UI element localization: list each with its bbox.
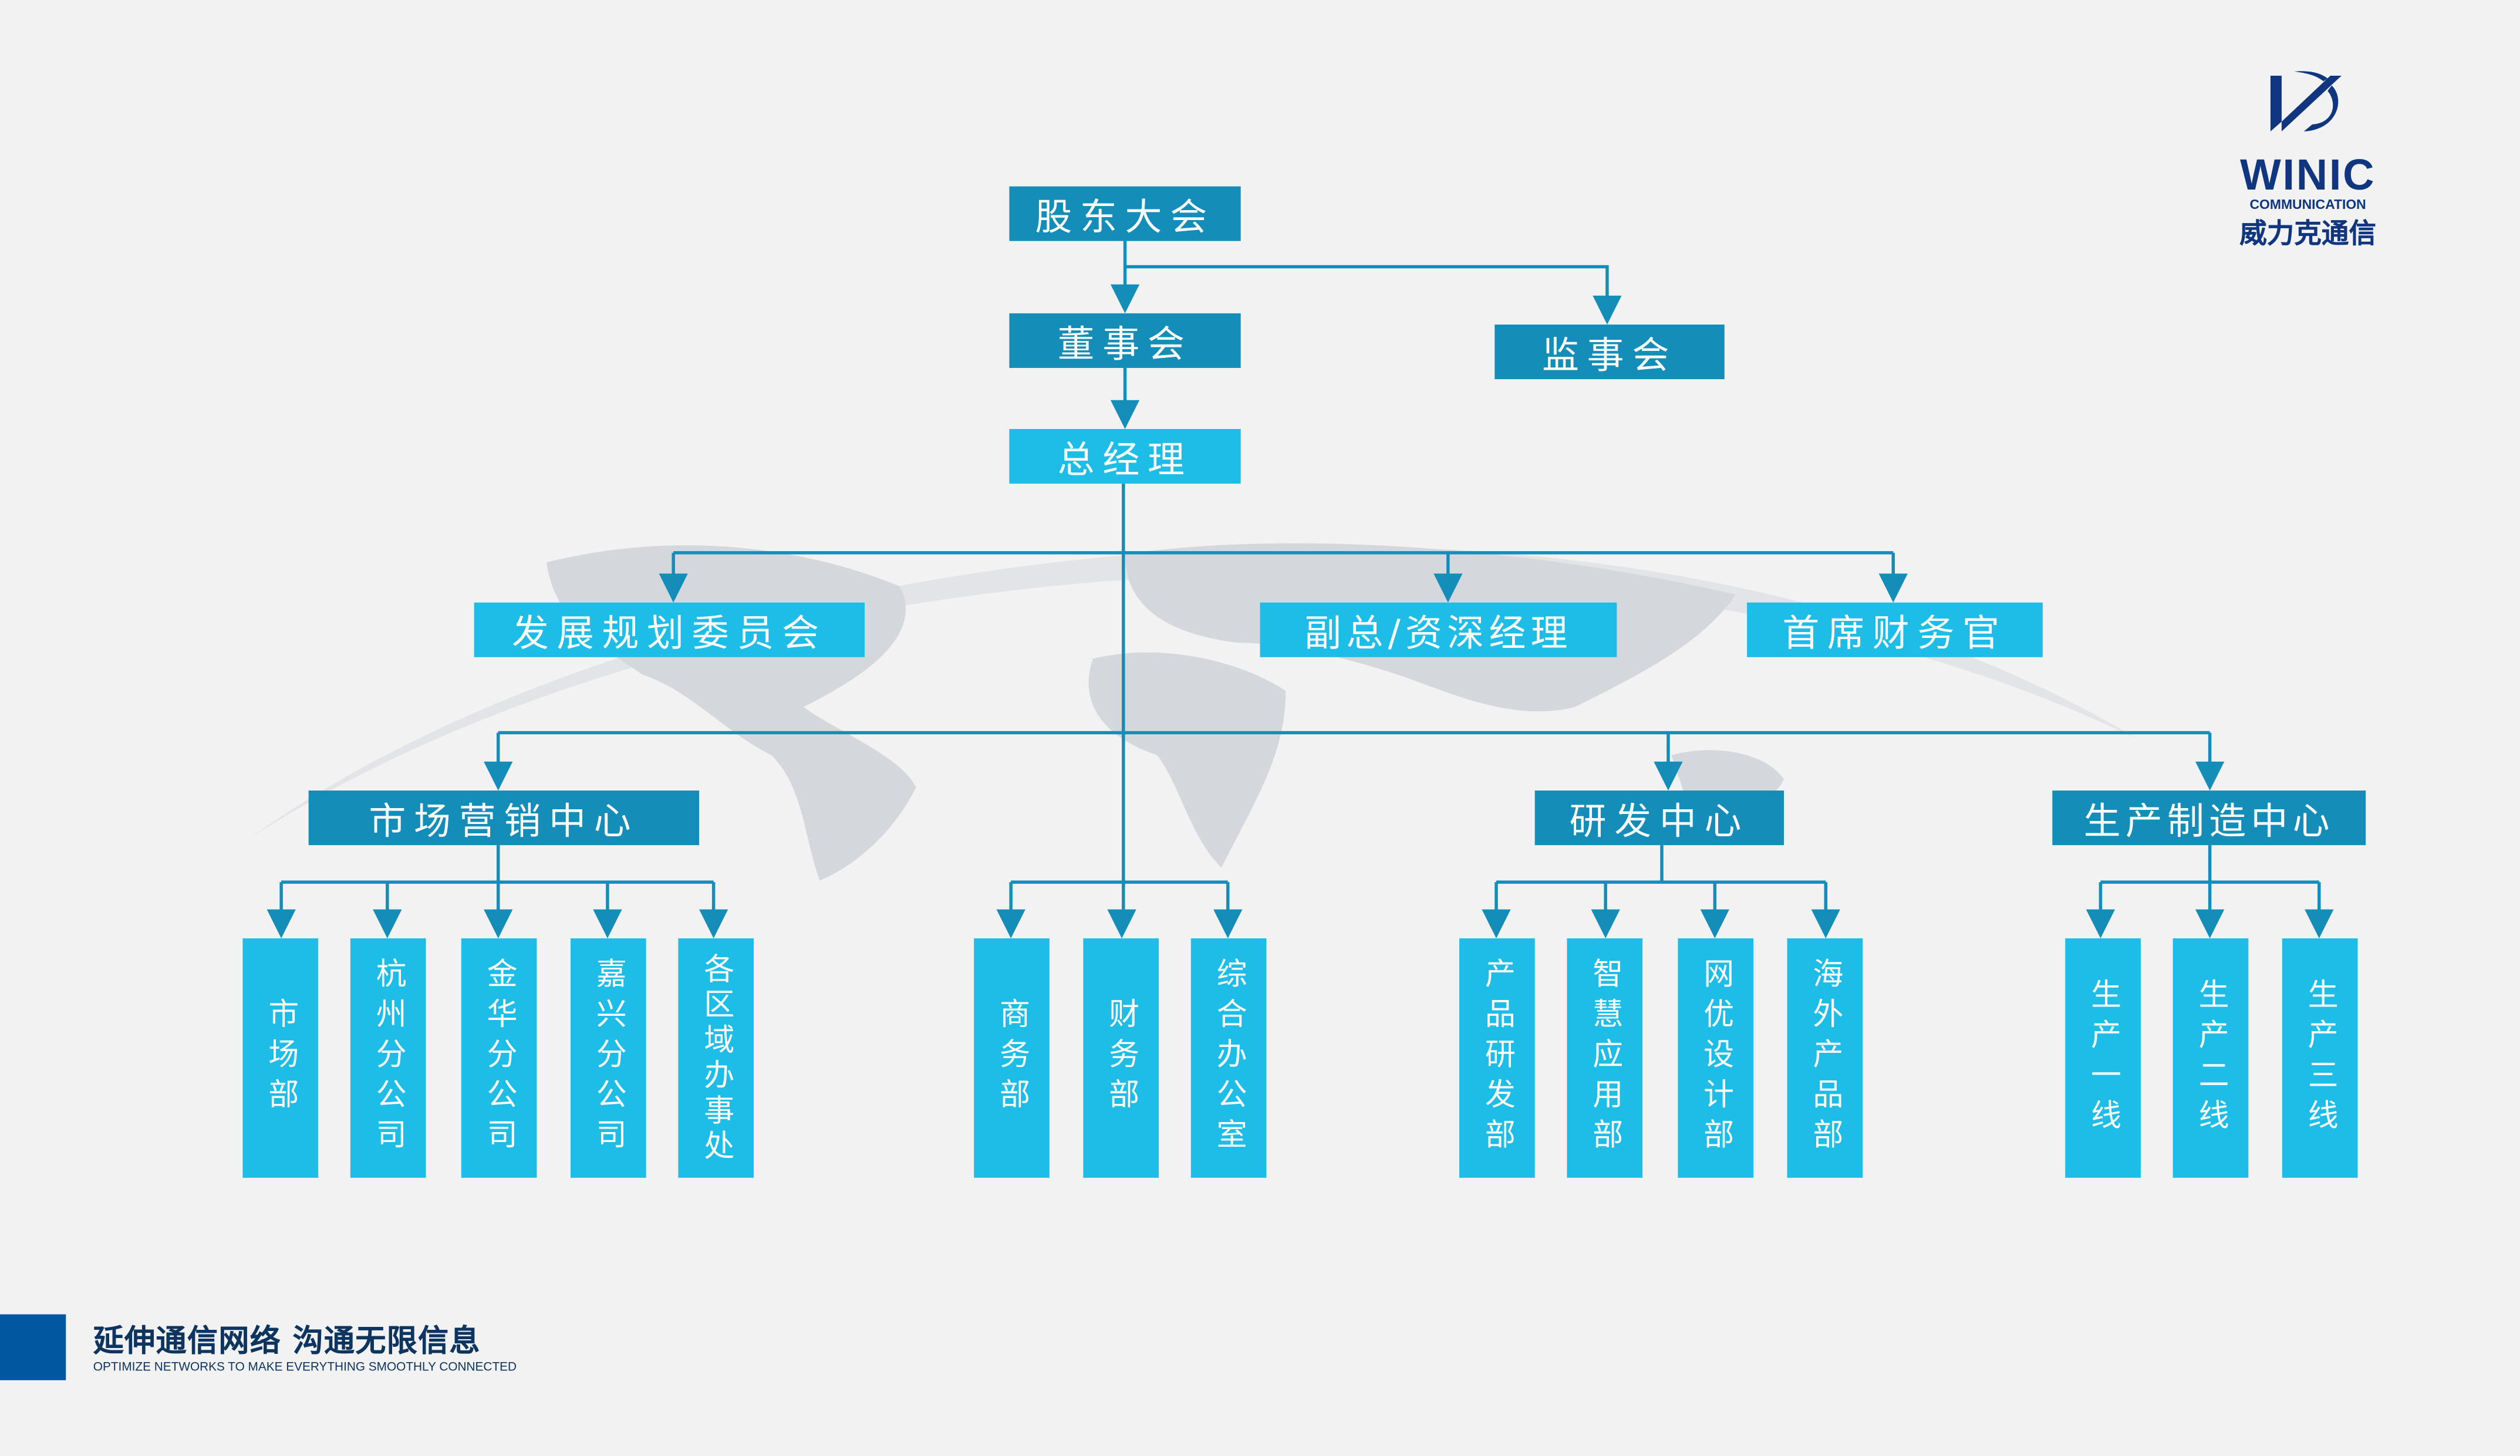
dept-production-line-1: 生产一线 [2065, 938, 2141, 1178]
dept-label: 嘉兴分公司 [591, 957, 627, 1159]
node-label: 副总/资深经理 [1304, 613, 1573, 656]
arrowhead-icon [593, 909, 622, 938]
winic-logo: WINIC COMMUNICATION 威力克通信 [2224, 70, 2391, 251]
dept-label: 海外产品部 [1808, 957, 1844, 1159]
arrowhead-icon [659, 573, 688, 603]
dept-network-design: 网优设计部 [1678, 938, 1754, 1178]
dept-label: 生产二线 [2194, 978, 2229, 1139]
logo-subtitle: COMMUNICATION [2249, 196, 2366, 212]
arrowhead-icon [2305, 909, 2334, 938]
dept-label: 财务部 [1104, 998, 1140, 1119]
dept-production-line-2: 生产二线 [2172, 938, 2249, 1178]
node-label: 股东大会 [1035, 197, 1215, 239]
dept-label: 网优设计部 [1698, 957, 1735, 1159]
node-vp-senior-manager: 副总/资深经理 [1260, 602, 1617, 657]
arrowhead-icon [1110, 400, 1140, 430]
dept-overseas-products: 海外产品部 [1787, 938, 1863, 1178]
node-label: 研发中心 [1569, 802, 1750, 844]
node-cfo: 首席财务官 [1747, 602, 2043, 657]
arrowhead-icon [1433, 573, 1463, 603]
continent-africa [1088, 652, 1286, 868]
arrowhead-icon [2086, 909, 2116, 938]
slogan-chinese: 延伸通信网络 沟通无限信息 [93, 1324, 481, 1360]
node-label: 董事会 [1057, 325, 1193, 367]
arrowhead-icon [1482, 909, 1511, 938]
dept-jinhua-branch: 金华分公司 [461, 938, 537, 1178]
footer-accent-block [0, 1314, 66, 1380]
dept-smart-applications: 智慧应用部 [1567, 938, 1643, 1178]
arrowhead-icon [1700, 909, 1729, 938]
arrowhead-icon [266, 909, 296, 938]
arrowhead-icon [2195, 761, 2225, 791]
arrowhead-icon [484, 761, 513, 791]
arrowhead-icon [1878, 573, 1908, 603]
dept-hangzhou-branch: 杭州分公司 [350, 938, 426, 1178]
arrowhead-icon [484, 909, 513, 938]
dept-label: 综合办公室 [1212, 957, 1247, 1159]
dept-general-office: 综合办公室 [1190, 938, 1267, 1178]
arrowhead-icon [699, 909, 728, 938]
logo-name: WINIC [2239, 151, 2376, 200]
arrowhead-icon [1213, 909, 1243, 938]
arrowhead-icon [1110, 284, 1140, 313]
dept-label: 产品研发部 [1480, 957, 1516, 1159]
node-board-of-supervisors: 监事会 [1495, 325, 1725, 380]
dept-finance: 财务部 [1083, 938, 1159, 1178]
arrowhead-icon [1593, 295, 1622, 325]
node-label: 生产制造中心 [2083, 802, 2335, 844]
node-production-center: 生产制造中心 [2052, 791, 2366, 846]
dept-label: 生产一线 [2086, 978, 2122, 1139]
dept-marketing: 市场部 [242, 938, 319, 1178]
node-board-of-directors: 董事会 [1009, 313, 1241, 368]
arrowheads [266, 284, 2334, 938]
node-label: 总经理 [1057, 440, 1193, 482]
node-label: 监事会 [1542, 336, 1677, 378]
dept-business: 商务部 [974, 938, 1050, 1178]
dept-label: 智慧应用部 [1588, 957, 1624, 1159]
dept-label: 金华分公司 [482, 957, 518, 1159]
dept-production-line-3: 生产三线 [2282, 938, 2358, 1178]
arrowhead-icon [996, 909, 1025, 938]
dept-jiaxing-branch: 嘉兴分公司 [570, 938, 646, 1178]
winic-emblem-icon [2270, 71, 2342, 131]
arrowhead-icon [1811, 909, 1840, 938]
logo-chinese-name: 威力克通信 [2239, 218, 2376, 251]
arrowhead-icon [373, 909, 402, 938]
node-general-manager: 总经理 [1009, 429, 1241, 484]
dept-label: 生产三线 [2303, 978, 2339, 1139]
dept-label: 各区域办事处 [699, 952, 735, 1164]
arrowhead-icon [1591, 909, 1620, 938]
node-rd-center: 研发中心 [1534, 791, 1784, 846]
dept-regional-offices: 各区域办事处 [678, 938, 754, 1178]
dept-label: 杭州分公司 [371, 957, 407, 1159]
node-marketing-center: 市场营销中心 [308, 791, 699, 846]
arrowhead-icon [1107, 909, 1136, 938]
arrowhead-icon [2195, 909, 2225, 938]
node-shareholders-meeting: 股东大会 [1009, 186, 1241, 241]
arrowhead-icon [1654, 761, 1683, 791]
node-label: 市场营销中心 [369, 802, 639, 844]
node-label: 首席财务官 [1782, 613, 2008, 656]
node-label: 发展规划委员会 [512, 613, 827, 656]
dept-label: 市场部 [264, 998, 299, 1119]
node-planning-committee: 发展规划委员会 [474, 602, 865, 657]
connector-lines [279, 241, 2321, 911]
dept-product-rd: 产品研发部 [1459, 938, 1535, 1178]
slogan-english: OPTIMIZE NETWORKS TO MAKE EVERYTHING SMO… [93, 1359, 517, 1374]
dept-label: 商务部 [994, 998, 1030, 1119]
